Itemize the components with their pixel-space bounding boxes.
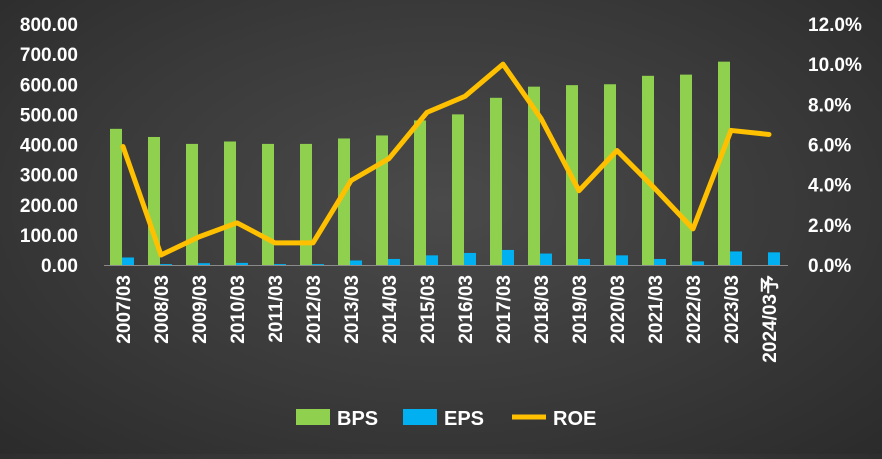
eps-bar (540, 254, 552, 265)
y-left-tick-label: 800.00 (20, 15, 78, 36)
y-right-tick-label: 6.0% (808, 136, 851, 157)
x-tick-label: 2017/03 (494, 275, 515, 344)
eps-bar (654, 259, 666, 265)
bps-bar (452, 114, 464, 265)
x-tick-label: 2020/03 (608, 275, 629, 344)
eps-bar (198, 263, 210, 265)
roe-line (123, 64, 769, 255)
x-tick-label: 2024/03予 (760, 275, 781, 363)
x-tick-label: 2012/03 (304, 275, 325, 344)
axes-layer: 0.00 100.00 200.00 300.00 400.00 500.00 600.00… (20, 15, 862, 363)
y-right-tick-label: 0.0% (808, 256, 851, 277)
legend: BPS EPS ROE (296, 408, 596, 430)
legend-bps-swatch (296, 409, 330, 425)
y-left-tick-label: 0.00 (41, 256, 78, 277)
eps-bar (388, 259, 400, 265)
y-right-tick-label: 2.0% (808, 216, 851, 237)
bps-bar (490, 98, 502, 265)
roe-line-layer (123, 64, 769, 255)
y-right-tick-label: 8.0% (808, 95, 851, 116)
x-tick-label: 2011/03 (266, 275, 287, 343)
eps-bar (768, 252, 780, 265)
x-tick-label: 2013/03 (342, 275, 363, 344)
x-tick-label: 2021/03 (646, 275, 667, 344)
y-left-tick-label: 100.00 (20, 226, 78, 247)
y-left-tick-label: 500.00 (20, 105, 78, 126)
bps-bar (186, 144, 198, 265)
y-left-tick-label: 300.00 (20, 166, 78, 187)
x-tick-label: 2018/03 (532, 275, 553, 344)
eps-bar (312, 264, 324, 265)
eps-bar (578, 259, 590, 265)
legend-eps-label: EPS (444, 408, 484, 430)
legend-eps-swatch (403, 409, 437, 425)
x-tick-label: 2009/03 (190, 275, 211, 344)
eps-bar (730, 251, 742, 265)
eps-bar (616, 255, 628, 265)
x-tick-label: 2022/03 (684, 275, 705, 344)
y-left-tick-label: 400.00 (20, 136, 78, 157)
x-tick-label: 2023/03 (722, 275, 743, 344)
eps-bar (236, 263, 248, 265)
bps-bar (642, 76, 654, 265)
y-right-tick-label: 10.0% (808, 55, 862, 76)
bps-bar (300, 144, 312, 265)
y-right-tick-label: 4.0% (808, 176, 851, 197)
eps-bar (160, 264, 172, 265)
bps-bar (604, 84, 616, 265)
x-tick-label: 2014/03 (380, 275, 401, 344)
y-left-tick-label: 600.00 (20, 75, 78, 96)
bps-bar (224, 141, 236, 265)
legend-bps-label: BPS (337, 408, 378, 430)
bps-bar (262, 144, 274, 265)
x-tick-label: 2015/03 (418, 275, 439, 344)
bps-bar (110, 129, 122, 265)
x-tick-label: 2008/03 (152, 275, 173, 344)
eps-bar (426, 255, 438, 265)
legend-roe-label: ROE (553, 408, 596, 430)
y-left-tick-label: 700.00 (20, 45, 78, 66)
x-tick-label: 2007/03 (114, 275, 135, 344)
x-tick-label: 2019/03 (570, 275, 591, 344)
bps-bar (414, 120, 426, 265)
bps-bar (680, 75, 692, 265)
y-right-tick-label: 12.0% (808, 15, 862, 36)
x-tick-label: 2010/03 (228, 275, 249, 344)
eps-bar (274, 264, 286, 265)
eps-bar (350, 260, 362, 265)
eps-bar (464, 253, 476, 265)
x-tick-label: 2016/03 (456, 275, 477, 344)
eps-bar (692, 261, 704, 265)
y-left-tick-label: 200.00 (20, 196, 78, 217)
eps-bar (122, 257, 134, 265)
eps-bar (502, 250, 514, 265)
bps-bar (376, 135, 388, 265)
